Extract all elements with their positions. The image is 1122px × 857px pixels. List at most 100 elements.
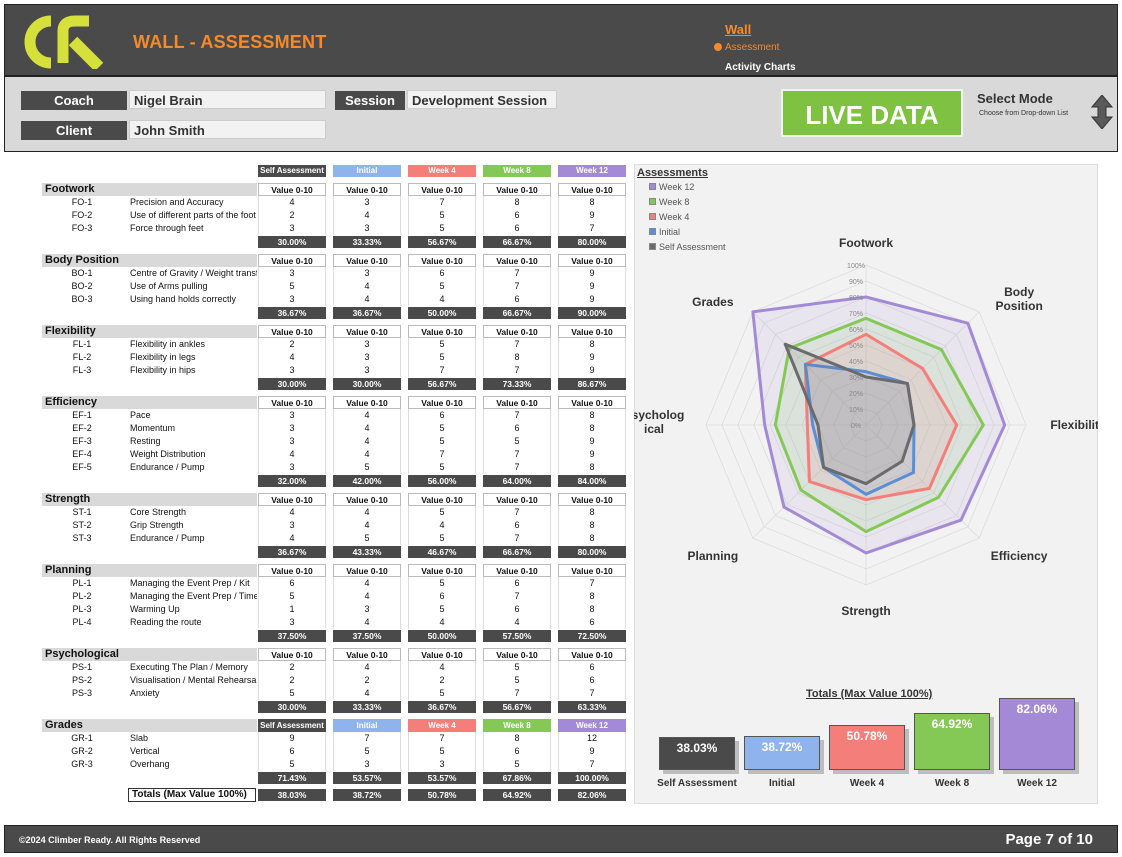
score-cell[interactable]: 4 bbox=[333, 448, 401, 461]
score-cell[interactable]: 4 bbox=[333, 409, 401, 422]
score-cell[interactable]: 3 bbox=[258, 222, 326, 235]
score-cell[interactable]: 3 bbox=[258, 409, 326, 422]
score-cell[interactable]: 5 bbox=[408, 351, 476, 364]
score-cell[interactable]: 4 bbox=[333, 590, 401, 603]
score-cell[interactable]: 6 bbox=[408, 409, 476, 422]
nav-assessment-link[interactable]: Assessment bbox=[714, 42, 779, 53]
score-cell[interactable]: 8 bbox=[558, 519, 626, 532]
score-cell[interactable]: 3 bbox=[333, 196, 401, 209]
score-cell[interactable]: 5 bbox=[408, 422, 476, 435]
session-field[interactable]: Development Session bbox=[407, 90, 557, 109]
score-cell[interactable]: 7 bbox=[408, 196, 476, 209]
score-cell[interactable]: 4 bbox=[333, 293, 401, 306]
score-cell[interactable]: 6 bbox=[258, 577, 326, 590]
score-cell[interactable]: 5 bbox=[258, 590, 326, 603]
score-cell[interactable]: 5 bbox=[408, 603, 476, 616]
score-cell[interactable]: 7 bbox=[483, 506, 551, 519]
score-cell[interactable]: 2 bbox=[258, 661, 326, 674]
score-cell[interactable]: 4 bbox=[333, 280, 401, 293]
score-cell[interactable]: 5 bbox=[408, 506, 476, 519]
score-cell[interactable]: 6 bbox=[483, 577, 551, 590]
score-cell[interactable]: 6 bbox=[408, 267, 476, 280]
score-cell[interactable]: 7 bbox=[483, 448, 551, 461]
score-cell[interactable]: 3 bbox=[258, 435, 326, 448]
score-cell[interactable]: 3 bbox=[333, 222, 401, 235]
score-cell[interactable]: 2 bbox=[333, 674, 401, 687]
score-cell[interactable]: 9 bbox=[258, 732, 326, 745]
score-cell[interactable]: 5 bbox=[258, 280, 326, 293]
score-cell[interactable]: 3 bbox=[333, 351, 401, 364]
score-cell[interactable]: 6 bbox=[258, 745, 326, 758]
up-down-arrows-icon[interactable] bbox=[1091, 95, 1113, 129]
score-cell[interactable]: 3 bbox=[333, 338, 401, 351]
score-cell[interactable]: 3 bbox=[258, 461, 326, 474]
score-cell[interactable]: 7 bbox=[483, 338, 551, 351]
score-cell[interactable]: 3 bbox=[258, 364, 326, 377]
nav-activity-charts-link[interactable]: Activity Charts bbox=[725, 62, 796, 73]
score-cell[interactable]: 4 bbox=[333, 616, 401, 629]
score-cell[interactable]: 5 bbox=[333, 745, 401, 758]
coach-field[interactable]: Nigel Brain bbox=[129, 90, 326, 109]
score-cell[interactable]: 3 bbox=[258, 267, 326, 280]
score-cell[interactable]: 4 bbox=[333, 506, 401, 519]
score-cell[interactable]: 4 bbox=[258, 351, 326, 364]
score-cell[interactable]: 7 bbox=[558, 222, 626, 235]
score-cell[interactable]: 5 bbox=[408, 532, 476, 545]
score-cell[interactable]: 8 bbox=[558, 461, 626, 474]
score-cell[interactable]: 4 bbox=[333, 519, 401, 532]
score-cell[interactable]: 7 bbox=[483, 532, 551, 545]
score-cell[interactable]: 6 bbox=[558, 616, 626, 629]
score-cell[interactable]: 2 bbox=[258, 338, 326, 351]
score-cell[interactable]: 8 bbox=[558, 338, 626, 351]
score-cell[interactable]: 7 bbox=[483, 461, 551, 474]
score-cell[interactable]: 1 bbox=[258, 603, 326, 616]
score-cell[interactable]: 3 bbox=[408, 758, 476, 771]
score-cell[interactable]: 6 bbox=[483, 422, 551, 435]
score-cell[interactable]: 5 bbox=[408, 577, 476, 590]
score-cell[interactable]: 4 bbox=[333, 422, 401, 435]
score-cell[interactable]: 4 bbox=[333, 209, 401, 222]
score-cell[interactable]: 6 bbox=[483, 222, 551, 235]
score-cell[interactable]: 4 bbox=[333, 661, 401, 674]
score-cell[interactable]: 5 bbox=[408, 745, 476, 758]
score-cell[interactable]: 8 bbox=[558, 603, 626, 616]
score-cell[interactable]: 4 bbox=[258, 196, 326, 209]
score-cell[interactable]: 9 bbox=[558, 435, 626, 448]
score-cell[interactable]: 7 bbox=[558, 758, 626, 771]
score-cell[interactable]: 5 bbox=[258, 687, 326, 700]
score-cell[interactable]: 6 bbox=[483, 209, 551, 222]
score-cell[interactable]: 7 bbox=[483, 409, 551, 422]
score-cell[interactable]: 9 bbox=[558, 280, 626, 293]
score-cell[interactable]: 8 bbox=[558, 422, 626, 435]
score-cell[interactable]: 6 bbox=[483, 603, 551, 616]
score-cell[interactable]: 7 bbox=[483, 280, 551, 293]
score-cell[interactable]: 4 bbox=[408, 293, 476, 306]
score-cell[interactable]: 2 bbox=[258, 209, 326, 222]
score-cell[interactable]: 5 bbox=[408, 461, 476, 474]
nav-wall-link[interactable]: Wall bbox=[725, 22, 752, 37]
score-cell[interactable]: 8 bbox=[483, 196, 551, 209]
score-cell[interactable]: 4 bbox=[258, 448, 326, 461]
score-cell[interactable]: 6 bbox=[558, 661, 626, 674]
score-cell[interactable]: 2 bbox=[408, 674, 476, 687]
score-cell[interactable]: 4 bbox=[258, 532, 326, 545]
score-cell[interactable]: 12 bbox=[558, 732, 626, 745]
score-cell[interactable]: 9 bbox=[558, 364, 626, 377]
score-cell[interactable]: 8 bbox=[558, 196, 626, 209]
score-cell[interactable]: 7 bbox=[408, 448, 476, 461]
score-cell[interactable]: 3 bbox=[333, 603, 401, 616]
score-cell[interactable]: 7 bbox=[558, 577, 626, 590]
score-cell[interactable]: 8 bbox=[558, 590, 626, 603]
score-cell[interactable]: 6 bbox=[483, 519, 551, 532]
score-cell[interactable]: 5 bbox=[408, 209, 476, 222]
score-cell[interactable]: 9 bbox=[558, 351, 626, 364]
score-cell[interactable]: 9 bbox=[558, 209, 626, 222]
score-cell[interactable]: 8 bbox=[558, 409, 626, 422]
score-cell[interactable]: 5 bbox=[408, 435, 476, 448]
score-cell[interactable]: 3 bbox=[333, 267, 401, 280]
score-cell[interactable]: 3 bbox=[333, 758, 401, 771]
score-cell[interactable]: 6 bbox=[483, 745, 551, 758]
score-cell[interactable]: 7 bbox=[333, 732, 401, 745]
score-cell[interactable]: 5 bbox=[408, 280, 476, 293]
score-cell[interactable]: 7 bbox=[483, 590, 551, 603]
